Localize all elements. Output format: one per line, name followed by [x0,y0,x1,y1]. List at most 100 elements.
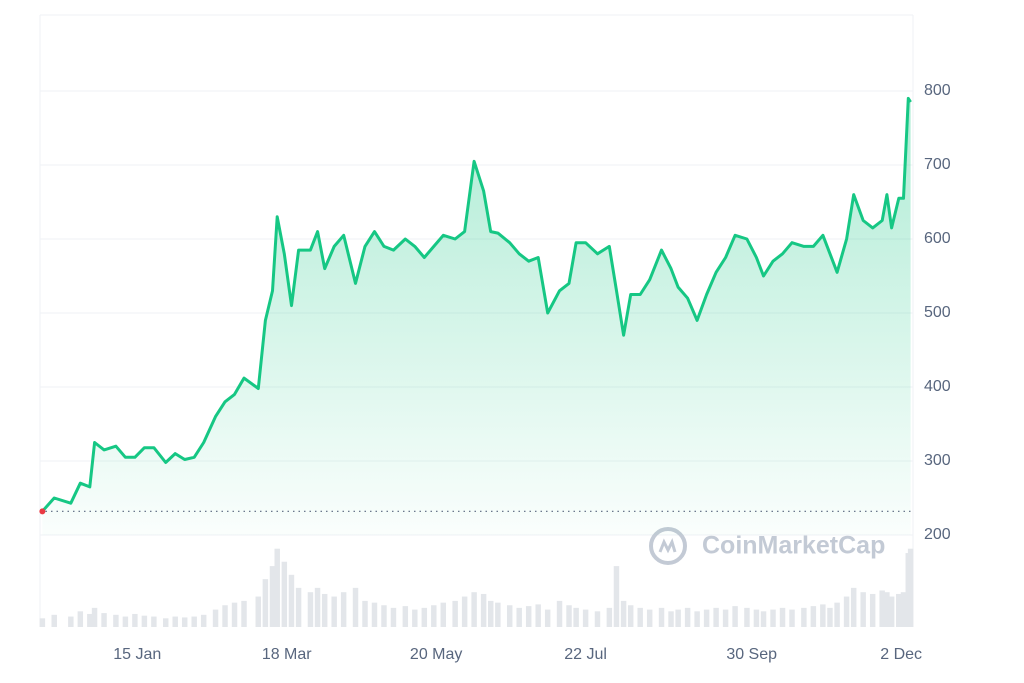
volume-bar [431,605,437,627]
volume-bar [594,611,601,627]
volume-bar [779,607,786,627]
volume-bar [390,607,397,627]
volume-bar [713,607,719,627]
volume-bar [101,613,107,627]
volume-bar [421,607,428,627]
volume-bar [535,604,541,627]
volume-bar [869,593,876,627]
volume-bar [68,616,74,627]
volume-bar [269,566,276,627]
volume-bar [91,607,98,627]
volume-bar [51,614,57,627]
volume-bar [637,607,643,627]
volume-bar [879,590,885,627]
volume-bar [627,605,634,627]
volume-bar [132,613,138,627]
volume-bar [801,607,807,627]
x-tick-label: 22 Jul [564,646,607,663]
volume-bar [506,605,513,627]
start-dot [39,508,46,515]
y-tick-label: 300 [924,452,951,469]
volume-bar [789,609,795,627]
volume-bar [888,596,895,627]
volume-bar [582,609,589,627]
volume-bar [556,600,563,627]
x-tick-label: 18 Mar [262,646,312,663]
volume-bar [141,615,148,627]
price-line [41,96,912,513]
volume-bar [281,561,288,627]
volume-bar [274,548,280,627]
volume-bar [288,574,295,627]
volume-bar [658,607,665,627]
volume-bar [613,566,620,627]
volume-bar [900,592,907,627]
volume-bar [753,609,760,627]
y-tick-label: 500 [924,304,951,321]
plot [39,96,913,536]
volume-bar [606,607,613,627]
volume-bar [151,616,157,627]
volume-bar [810,606,817,627]
volume-bar [834,602,840,627]
volume-bar [255,596,261,627]
volume-bar [113,614,119,627]
y-tick-label: 400 [924,378,951,395]
volume-bar [896,593,902,627]
volume-bar [544,609,551,627]
watermark: CoinMarketCap [702,532,885,560]
volume-bar [39,618,46,627]
volume-bar [191,616,197,627]
volume-bar [381,605,387,627]
volume-bar [371,602,378,627]
volume-bar [884,592,890,627]
volume-bar [480,593,487,627]
volume-bar [732,606,738,627]
volume-bar [362,600,368,627]
volume-bar [331,596,337,627]
volume-bar [668,611,674,627]
volume-bar [440,602,447,627]
volume-bars [39,548,914,627]
volume-bar [231,602,238,627]
volume-bar [87,613,93,627]
volume-bar [262,579,269,627]
volume-bar [352,587,359,627]
volume-bar [402,606,409,627]
volume-bar [820,604,826,627]
volume-bar [573,607,579,627]
volume-bar [566,605,572,627]
volume-bar [181,617,188,627]
volume-bar [340,592,347,627]
x-tick-label: 2 Dec [880,646,922,663]
volume-bar [163,618,169,627]
volume-bar [241,600,247,627]
volume-bar [307,592,314,627]
volume-bar [516,607,522,627]
volume-bar [860,592,866,627]
volume-bar [77,611,84,627]
volume-bar [295,587,302,627]
volume-bar [675,609,681,627]
volume-bar [744,607,750,627]
x-tick-label: 30 Sep [726,646,777,663]
volume-bar [222,605,228,627]
volume-bar [620,600,627,627]
volume-bar [452,600,458,627]
volume-bar [488,600,494,627]
volume-bar [412,609,418,627]
volume-bar [646,609,653,627]
x-tick-label: 15 Jan [113,646,161,663]
y-tick-label: 600 [924,230,951,247]
volume-bar [850,587,857,627]
volume-bar [907,548,914,627]
y-tick-label: 800 [924,82,951,99]
volume-bar [495,602,501,627]
x-tick-label: 20 May [410,646,462,663]
y-tick-label: 200 [924,526,951,543]
volume-bar [200,614,207,627]
volume-bar [525,606,532,627]
volume-bar [694,611,700,627]
